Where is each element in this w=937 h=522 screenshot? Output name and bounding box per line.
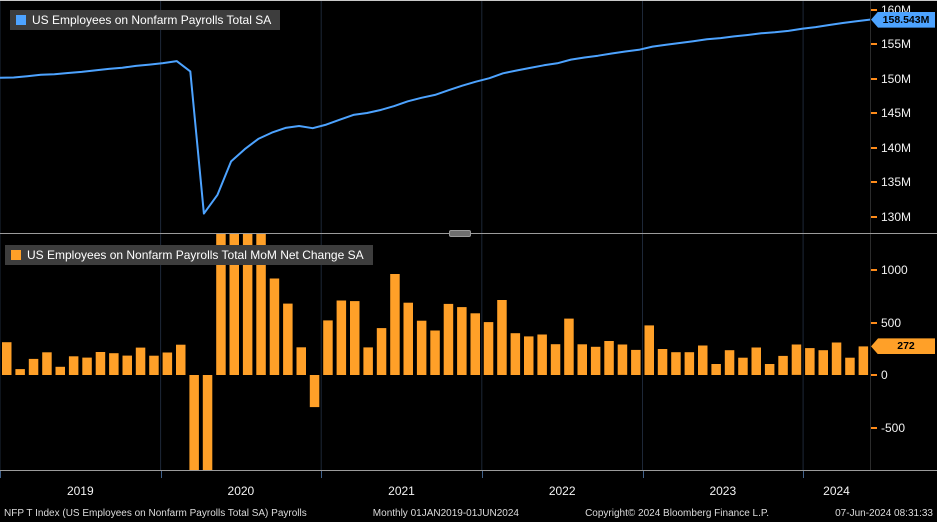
x-axis-year-tick [803, 471, 805, 478]
year-label: 2021 [388, 484, 415, 498]
payrolls-last-value-badge: 158.543M [871, 11, 935, 28]
status-bar: NFP T Index (US Employees on Nonfarm Pay… [0, 505, 937, 522]
y-axis-tick [871, 426, 877, 429]
y-axis-tick-label: 140M [881, 140, 912, 155]
y-axis-tick [871, 215, 877, 218]
x-axis: 2019 2020 2021 2022 2023 2024 [0, 471, 937, 505]
y-axis-tick-label: 145M [881, 106, 912, 120]
y-axis-tick-label: -500 [881, 420, 906, 435]
netchange-legend-swatch [11, 250, 21, 260]
year-label: 2024 [823, 484, 850, 498]
y-axis-tick [871, 181, 877, 183]
year-label: 2023 [709, 484, 737, 498]
payrolls-legend-label: US Employees on Nonfarm Payrolls Total S… [32, 13, 272, 27]
x-axis-year-tick [160, 471, 162, 478]
y-axis-tick [871, 112, 877, 114]
payrolls-legend-swatch [16, 15, 26, 25]
panel-divider-handle[interactable] [449, 230, 471, 237]
y-axis-tick-label: 500 [881, 315, 902, 330]
y-axis-tick-label: 0 [881, 368, 888, 382]
y-axis-tick-label: 130M [881, 209, 912, 224]
payrolls-legend[interactable]: US Employees on Nonfarm Payrolls Total S… [10, 10, 281, 30]
net-change-panel: US Employees on Nonfarm Payrolls Total M… [0, 234, 937, 470]
payrolls-total-panel: US Employees on Nonfarm Payrolls Total S… [0, 1, 937, 233]
year-label: 2020 [227, 484, 255, 498]
x-axis-year-tick [321, 471, 323, 478]
y-axis-tick [871, 269, 877, 271]
payrolls-right-axis: 160M 155M 150M 145M 140M 135M 130M [870, 1, 937, 233]
status-copyright: Copyright© 2024 Bloomberg Finance L.P. [585, 508, 770, 519]
netchange-last-value-badge: 272 [871, 338, 935, 355]
y-axis-tick [871, 146, 877, 149]
y-axis-tick [871, 374, 877, 376]
panel-divider [0, 230, 937, 237]
y-axis-tick-label: 150M [881, 71, 912, 86]
y-axis-tick-label: 1000 [881, 263, 908, 277]
year-label: 2019 [66, 484, 94, 498]
netchange-right-axis: 1000 500 0 -500 [870, 234, 937, 470]
x-axis-year-tick [481, 471, 483, 478]
x-axis-year-tick [0, 471, 1, 478]
y-axis-tick [871, 321, 877, 324]
netchange-legend[interactable]: US Employees on Nonfarm Payrolls Total M… [5, 245, 373, 265]
status-index-description: NFP T Index (US Employees on Nonfarm Pay… [4, 508, 307, 519]
year-label: 2022 [548, 484, 576, 498]
y-axis-tick-label: 135M [881, 175, 912, 189]
status-datetime: 07-Jun-2024 08:31:33 [835, 508, 933, 519]
y-axis-tick-label: 155M [881, 37, 912, 51]
status-period: Monthly 01JAN2019-01JUN2024 [372, 508, 519, 519]
y-axis-tick [871, 77, 877, 80]
y-axis-tick [871, 43, 877, 45]
x-axis-year-tick [642, 471, 644, 478]
netchange-bar-svg[interactable] [0, 234, 870, 470]
payrolls-line-svg[interactable] [0, 1, 870, 233]
netchange-legend-label: US Employees on Nonfarm Payrolls Total M… [27, 248, 364, 262]
y-axis-tick [871, 8, 877, 11]
plot-bottom-frame [0, 470, 937, 471]
